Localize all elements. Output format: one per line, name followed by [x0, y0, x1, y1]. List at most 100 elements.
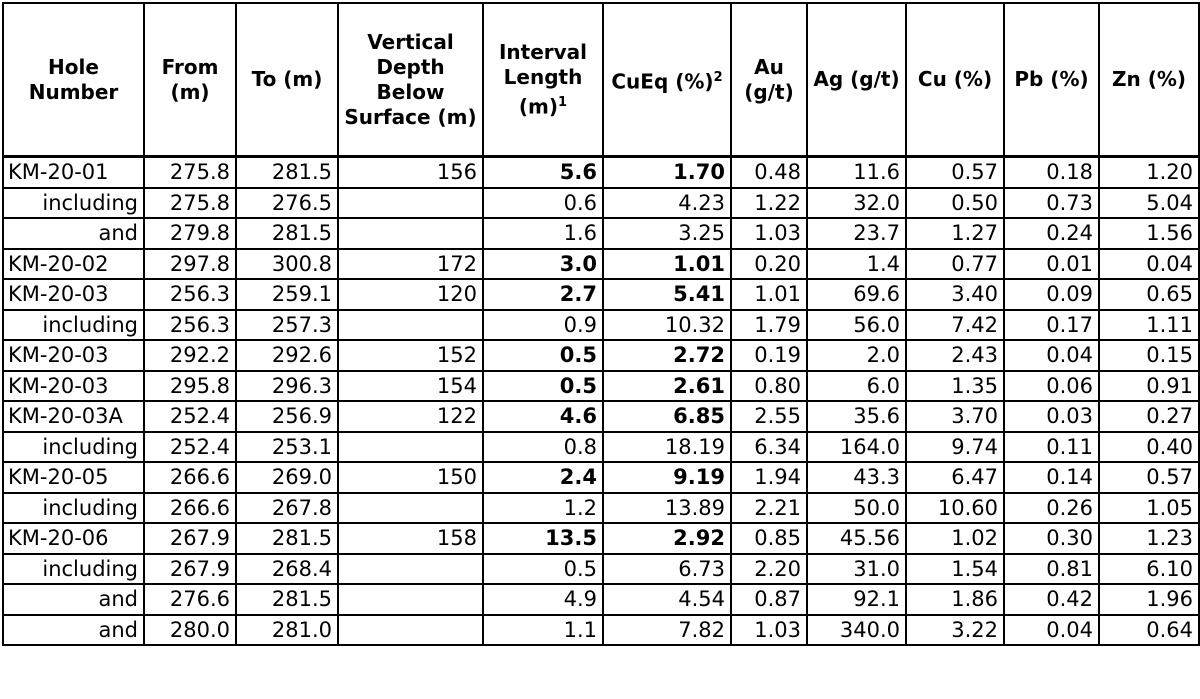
cell-zn: 1.96 — [1098, 583, 1200, 616]
cell-vdepth — [337, 552, 484, 585]
cell-pb: 0.14 — [1003, 461, 1100, 494]
cell-to: 276.5 — [235, 186, 339, 219]
table-row: including 275.8 276.5 0.6 4.23 1.22 32.0 0.50 0.… — [2, 186, 1200, 219]
cell-au: 2.20 — [730, 552, 808, 585]
table-row: KM-20-03 295.8 296.3 154 0.5 2.61 0.80 6.0 1.35 0… — [2, 369, 1200, 402]
header-label: To (m) — [251, 67, 323, 91]
cell-au: 2.55 — [730, 400, 808, 433]
cell-to: 259.1 — [235, 278, 339, 311]
cell-au: 1.94 — [730, 461, 808, 494]
cell-zn: 1.11 — [1098, 308, 1200, 341]
cell-to: 267.8 — [235, 491, 339, 524]
cell-from: 295.8 — [143, 369, 237, 402]
cell-pb: 0.09 — [1003, 278, 1100, 311]
cell-hole: KM-20-02 — [2, 247, 145, 280]
cell-from: 267.9 — [143, 552, 237, 585]
cell-vdepth: 156 — [337, 155, 484, 189]
cell-cueq: 7.82 — [602, 613, 732, 646]
cell-vdepth — [337, 613, 484, 646]
header-label: Au (g/t) — [744, 54, 794, 104]
cell-pb: 0.01 — [1003, 247, 1100, 280]
cell-to: 300.8 — [235, 247, 339, 280]
header-from: From (m) — [143, 2, 237, 158]
cell-ag: 50.0 — [806, 491, 907, 524]
cell-vdepth: 150 — [337, 461, 484, 494]
cell-from: 297.8 — [143, 247, 237, 280]
cell-zn: 0.57 — [1098, 461, 1200, 494]
cell-from: 256.3 — [143, 278, 237, 311]
cell-from: 275.8 — [143, 155, 237, 189]
cell-zn: 1.23 — [1098, 522, 1200, 555]
cell-cu: 0.77 — [905, 247, 1005, 280]
cell-cu: 1.35 — [905, 369, 1005, 402]
header-cu: Cu (%) — [905, 2, 1005, 158]
cell-to: 257.3 — [235, 308, 339, 341]
cell-to: 281.5 — [235, 583, 339, 616]
cell-au: 0.87 — [730, 583, 808, 616]
cell-vdepth — [337, 308, 484, 341]
cell-ag: 43.3 — [806, 461, 907, 494]
cell-interval: 0.9 — [482, 308, 604, 341]
cell-zn: 0.65 — [1098, 278, 1200, 311]
cell-to: 281.5 — [235, 155, 339, 189]
cell-cu: 3.70 — [905, 400, 1005, 433]
cell-interval: 3.0 — [482, 247, 604, 280]
cell-hole: including — [2, 308, 145, 341]
cell-zn: 5.04 — [1098, 186, 1200, 219]
cell-ag: 11.6 — [806, 155, 907, 189]
table-row: KM-20-01 275.8 281.5 156 5.6 1.70 0.48 11.6 0.57… — [2, 155, 1200, 189]
cell-zn: 0.27 — [1098, 400, 1200, 433]
cell-cu: 1.86 — [905, 583, 1005, 616]
cell-interval: 0.8 — [482, 430, 604, 463]
cell-cueq: 1.70 — [602, 155, 732, 189]
cell-hole: and — [2, 217, 145, 250]
cell-pb: 0.04 — [1003, 613, 1100, 646]
header-ag: Ag (g/t) — [806, 2, 907, 158]
footnote-marker: 2 — [713, 69, 723, 85]
cell-zn: 1.05 — [1098, 491, 1200, 524]
cell-au: 0.85 — [730, 522, 808, 555]
cell-ag: 69.6 — [806, 278, 907, 311]
cell-au: 6.34 — [730, 430, 808, 463]
cell-from: 266.6 — [143, 461, 237, 494]
cell-to: 269.0 — [235, 461, 339, 494]
cell-cueq: 4.54 — [602, 583, 732, 616]
cell-from: 267.9 — [143, 522, 237, 555]
table-row: and 276.6 281.5 4.9 4.54 0.87 92.1 1.86 0.42 1.96 — [2, 583, 1200, 616]
cell-vdepth: 152 — [337, 339, 484, 372]
cell-interval: 0.6 — [482, 186, 604, 219]
cell-cu: 3.22 — [905, 613, 1005, 646]
cell-to: 268.4 — [235, 552, 339, 585]
table-row: and 279.8 281.5 1.6 3.25 1.03 23.7 1.27 0.24 1.56 — [2, 217, 1200, 250]
cell-interval: 2.4 — [482, 461, 604, 494]
header-interval-length: Interval Length (m)1 — [482, 2, 604, 158]
header-label: Zn (%) — [1111, 67, 1187, 91]
cell-cu: 1.27 — [905, 217, 1005, 250]
cell-pb: 0.06 — [1003, 369, 1100, 402]
cell-from: 279.8 — [143, 217, 237, 250]
cell-from: 275.8 — [143, 186, 237, 219]
cell-cueq: 4.23 — [602, 186, 732, 219]
cell-cueq: 3.25 — [602, 217, 732, 250]
cell-vdepth — [337, 583, 484, 616]
cell-to: 296.3 — [235, 369, 339, 402]
cell-zn: 0.40 — [1098, 430, 1200, 463]
cell-vdepth: 120 — [337, 278, 484, 311]
header-label: Cu (%) — [917, 67, 993, 91]
cell-cueq: 2.72 — [602, 339, 732, 372]
cell-vdepth: 172 — [337, 247, 484, 280]
cell-au: 0.19 — [730, 339, 808, 372]
cell-ag: 31.0 — [806, 552, 907, 585]
cell-interval: 0.5 — [482, 552, 604, 585]
cell-from: 252.4 — [143, 400, 237, 433]
cell-cu: 1.54 — [905, 552, 1005, 585]
cell-au: 1.01 — [730, 278, 808, 311]
header-pb: Pb (%) — [1003, 2, 1100, 158]
cell-hole: including — [2, 491, 145, 524]
header-label: Hole Number — [28, 54, 119, 104]
cell-hole: and — [2, 613, 145, 646]
cell-hole: KM-20-03 — [2, 278, 145, 311]
cell-cueq: 2.61 — [602, 369, 732, 402]
cell-from: 252.4 — [143, 430, 237, 463]
cell-pb: 0.26 — [1003, 491, 1100, 524]
